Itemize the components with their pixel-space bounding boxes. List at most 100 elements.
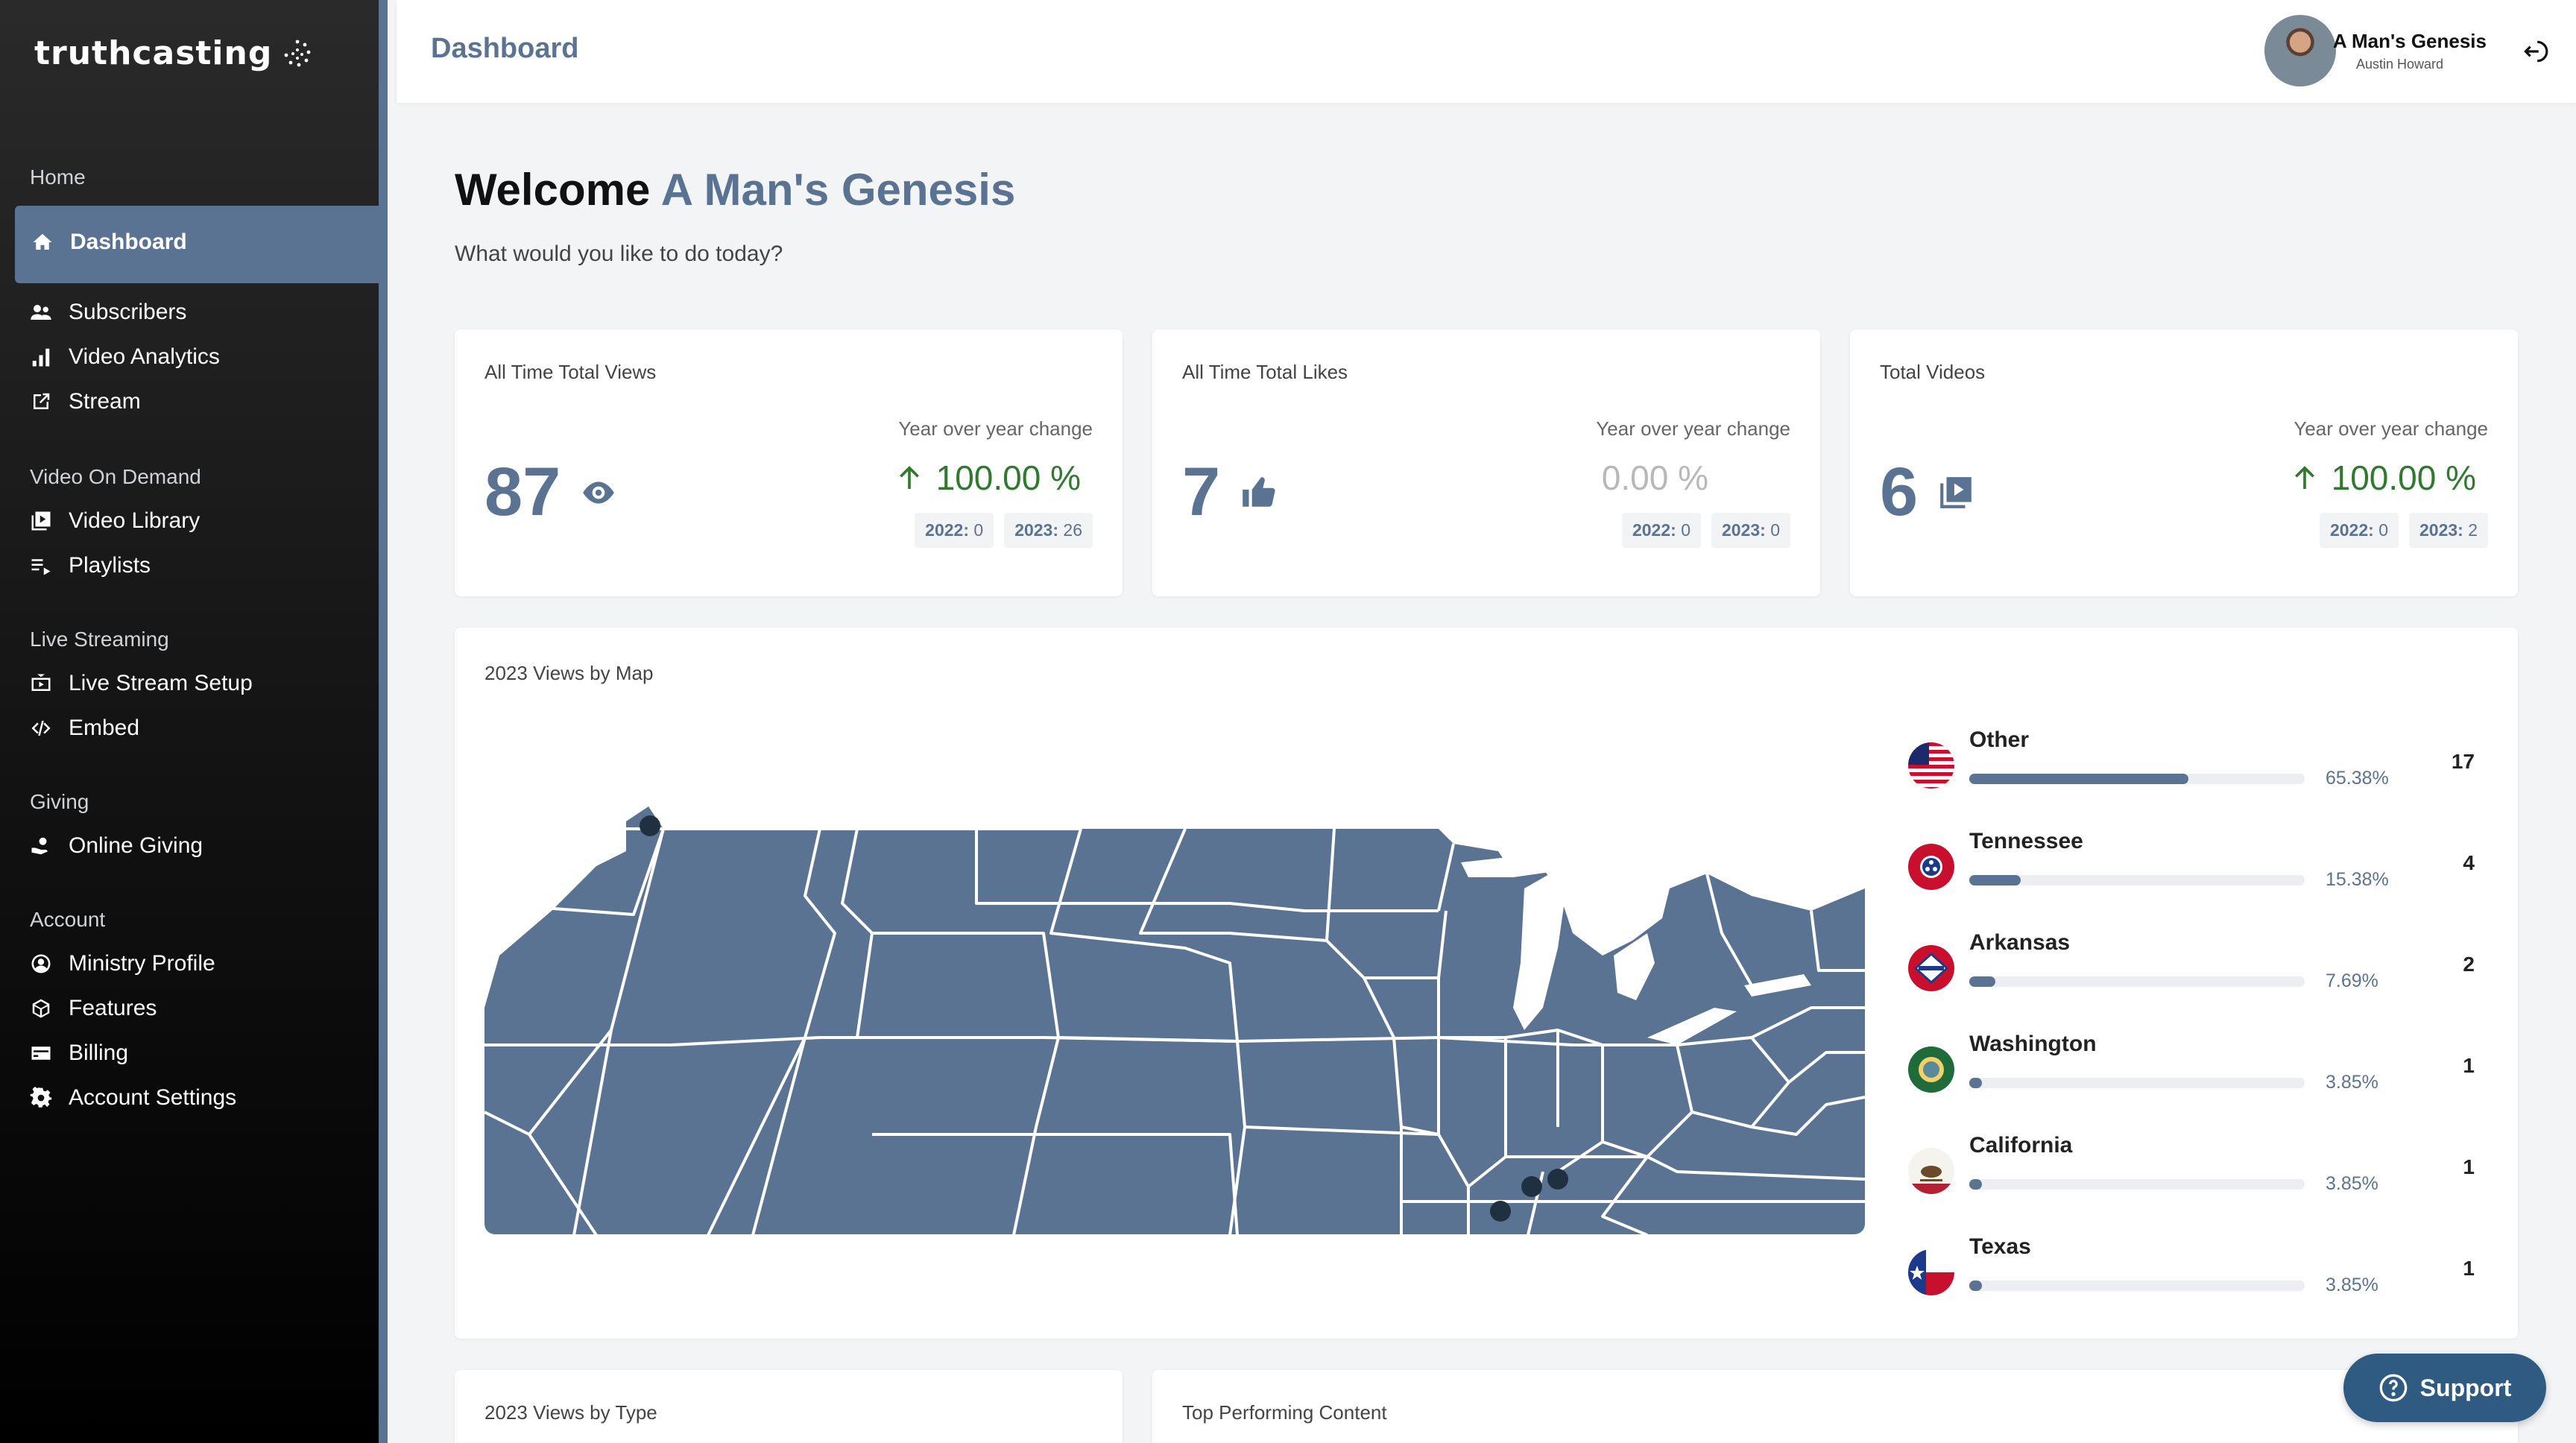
sidebar-item-video-library[interactable]: Video Library <box>30 508 200 534</box>
year-badge-2022: 2022: 0 <box>2319 513 2399 548</box>
live-tv-icon <box>31 674 51 691</box>
location-dot <box>1521 1176 1542 1197</box>
sidebar-item-embed[interactable]: Embed <box>30 716 139 741</box>
external-link-icon <box>34 393 50 409</box>
texas-flag-icon <box>1908 1249 1954 1295</box>
gear-icon <box>30 1087 52 1108</box>
state-bar <box>1969 1179 2305 1190</box>
year-badges: 2022: 0 2023: 0 <box>1621 513 1790 548</box>
section-live: Live Streaming <box>30 628 169 651</box>
sidebar-item-label: Playlists <box>69 553 151 578</box>
state-name: California <box>1969 1133 2073 1158</box>
location-dot <box>1490 1201 1511 1222</box>
top-content-card: Top Performing Content <box>1152 1370 2518 1443</box>
arkansas-flag-icon <box>1908 945 1954 991</box>
state-bar-fill <box>1969 1078 1983 1088</box>
thumbs-up-icon <box>1243 476 1275 507</box>
california-flag-icon <box>1908 1148 1954 1194</box>
sidebar-item-label: Ministry Profile <box>69 951 215 976</box>
sidebar-item-video-analytics[interactable]: Video Analytics <box>30 344 220 370</box>
playlist-icon <box>31 559 51 575</box>
state-bar-fill <box>1969 1281 1983 1291</box>
year-badge-2023: 2023: 2 <box>2408 513 2488 548</box>
us-flag-icon <box>1908 742 1954 789</box>
year-badge-2022: 2022: 0 <box>915 513 994 548</box>
page-title: Dashboard <box>431 33 579 64</box>
state-count: 1 <box>2463 1257 2475 1280</box>
section-account: Account <box>30 908 106 931</box>
state-bar-fill <box>1969 976 1995 987</box>
stat-number: 7 <box>1182 454 1221 530</box>
sidebar-item-online-giving[interactable]: Online Giving <box>30 833 203 859</box>
stat-value: 87 <box>484 453 617 531</box>
avatar[interactable] <box>2264 15 2336 86</box>
yoy-change: 100.00 % <box>894 458 1081 498</box>
card-title: All Time Total Likes <box>1182 361 1348 383</box>
sidebar-item-label: Online Giving <box>69 833 203 858</box>
support-button[interactable]: Support <box>2343 1354 2546 1422</box>
state-count: 17 <box>2451 750 2475 773</box>
sidebar-item-subscribers[interactable]: Subscribers <box>30 300 186 325</box>
yoy-change-value: 0.00 % <box>1601 458 1708 497</box>
yoy-label: Year over year change <box>2294 417 2488 440</box>
help-icon <box>2379 1374 2408 1402</box>
sidebar-item-billing[interactable]: Billing <box>30 1041 128 1066</box>
state-name: Washington <box>1969 1032 2097 1056</box>
state-name: Other <box>1969 727 2030 752</box>
user-circle-icon <box>31 954 51 973</box>
location-dot <box>640 815 660 836</box>
state-pct: 3.85% <box>2326 1173 2378 1194</box>
welcome-prefix: Welcome <box>455 165 651 215</box>
arrow-up-icon <box>2294 466 2314 489</box>
washington-flag-icon <box>1908 1046 1954 1093</box>
card-title: Top Performing Content <box>1182 1401 1387 1424</box>
logout-icon[interactable] <box>2521 37 2549 66</box>
us-map[interactable] <box>484 784 1865 1234</box>
video-library-icon <box>1940 476 1972 508</box>
sidebar-item-label: Video Library <box>69 508 201 533</box>
stat-value: 6 <box>1880 453 1974 531</box>
sidebar-item-label: Live Stream Setup <box>69 671 253 695</box>
lake-superior <box>1461 844 1603 877</box>
sidebar-item-playlists[interactable]: Playlists <box>30 553 151 578</box>
views-map-card: 2023 Views by Map <box>455 628 2518 1339</box>
sidebar-item-dashboard[interactable]: Dashboard <box>31 230 187 255</box>
welcome-subtitle: What would you like to do today? <box>455 241 783 266</box>
yoy-change: 100.00 % <box>2290 458 2476 498</box>
state-pct: 3.85% <box>2326 1275 2378 1295</box>
welcome-name: A Man's Genesis <box>660 165 1016 215</box>
sidebar-item-stream[interactable]: Stream <box>30 389 141 414</box>
state-row-texas: Texas 3.85% 1 <box>1908 1234 2475 1309</box>
state-bar-fill <box>1969 774 2189 784</box>
card-title: All Time Total Views <box>484 361 657 383</box>
credit-card-icon <box>31 1046 51 1060</box>
section-home: Home <box>30 165 86 189</box>
welcome-heading: Welcome A Man's Genesis <box>455 164 1015 215</box>
sidebar-item-ministry-profile[interactable]: Ministry Profile <box>30 951 215 976</box>
state-pct: 7.69% <box>2326 970 2378 991</box>
stat-card-videos: Total Videos 6 Year over year change 100… <box>1850 329 2518 596</box>
state-name: Arkansas <box>1969 930 2071 955</box>
brand-name: truthcasting <box>34 34 273 72</box>
state-count: 4 <box>2463 851 2475 874</box>
code-icon <box>31 721 51 736</box>
views-by-type-card: 2023 Views by Type <box>455 1370 1123 1443</box>
users-icon <box>31 305 51 320</box>
state-row-california: California 3.85% 1 <box>1908 1133 2475 1207</box>
box-icon <box>32 999 50 1018</box>
lake-huron <box>1614 933 1655 1000</box>
sidebar-item-features[interactable]: Features <box>30 996 157 1021</box>
state-count: 1 <box>2463 1054 2475 1077</box>
map-title: 2023 Views by Map <box>484 662 654 684</box>
section-giving: Giving <box>30 790 89 813</box>
brand-logo[interactable]: truthcasting <box>34 34 312 72</box>
state-bar <box>1969 1078 2305 1088</box>
state-pct: 65.38% <box>2326 768 2389 789</box>
sidebar-item-live-setup[interactable]: Live Stream Setup <box>30 671 253 696</box>
year-badges: 2022: 0 2023: 2 <box>2319 513 2488 548</box>
sidebar-item-account-settings[interactable]: Account Settings <box>30 1085 236 1111</box>
location-dot <box>1547 1169 1568 1190</box>
state-bar <box>1969 1281 2305 1291</box>
sidebar-item-dashboard-active[interactable]: Dashboard <box>15 206 388 283</box>
state-row-other: Other 65.38% 17 <box>1908 727 2475 802</box>
